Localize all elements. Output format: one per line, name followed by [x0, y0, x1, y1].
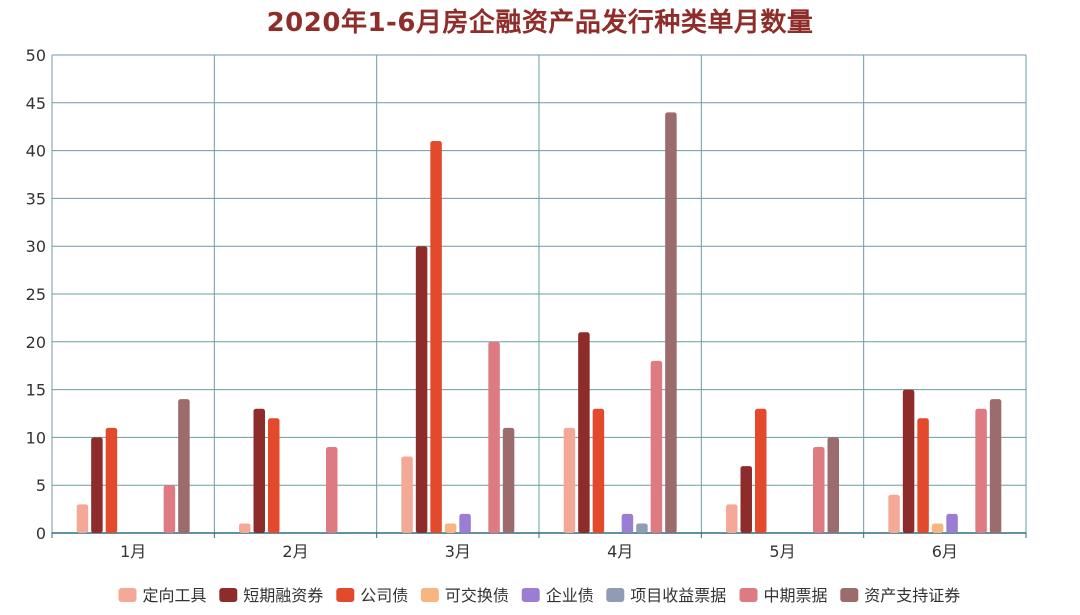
y-tick-label: 0	[36, 524, 46, 543]
legend-swatch	[840, 588, 859, 602]
bar	[76, 504, 89, 533]
bar	[488, 341, 500, 533]
legend-label: 可交换债	[445, 586, 509, 605]
legend-swatch	[739, 588, 758, 602]
legend-swatch	[521, 588, 540, 602]
legend-swatch	[420, 588, 439, 602]
bar	[268, 418, 280, 533]
bar	[563, 427, 576, 533]
bar	[592, 408, 605, 533]
bar	[163, 485, 176, 533]
bar	[444, 523, 457, 533]
y-tick-label: 10	[26, 428, 46, 447]
bar	[650, 360, 663, 533]
bar	[902, 389, 915, 533]
legend-label: 资产支持证券	[864, 586, 960, 605]
bar	[827, 437, 839, 533]
legend-swatch	[118, 588, 137, 602]
bar	[178, 399, 190, 533]
bar	[578, 332, 590, 533]
y-tick-label: 50	[26, 46, 46, 65]
y-tick-label: 40	[26, 142, 46, 161]
y-tick-label: 45	[26, 94, 46, 113]
bar	[931, 523, 944, 533]
y-tick-label: 20	[26, 333, 46, 352]
x-tick-label: 6月	[932, 542, 958, 561]
bar	[401, 456, 413, 533]
bar	[326, 446, 338, 533]
bar	[253, 408, 265, 533]
y-tick-label: 25	[26, 285, 46, 304]
y-tick-label: 35	[26, 189, 46, 208]
bar	[946, 513, 958, 533]
y-tick-label: 30	[26, 237, 46, 256]
chart-title: 2020年1-6月房企融资产品发行种类单月数量	[266, 8, 814, 38]
bar	[502, 427, 515, 533]
x-tick-label: 1月	[120, 542, 146, 561]
legend-label: 项目收益票据	[630, 586, 726, 605]
x-tick-label: 4月	[607, 542, 633, 561]
bar	[989, 399, 1002, 533]
legend-swatch	[336, 588, 355, 602]
bar	[740, 466, 752, 533]
bar	[415, 246, 428, 533]
legend-label: 短期融资券	[243, 586, 323, 605]
bar	[91, 437, 103, 533]
bar	[755, 408, 767, 533]
legend-swatch	[219, 588, 238, 602]
bar	[975, 408, 987, 533]
bar	[726, 504, 738, 533]
legend-label: 企业债	[546, 586, 594, 605]
bar	[636, 523, 648, 533]
legend-swatch	[606, 588, 625, 602]
legend-label: 中期票据	[764, 586, 828, 605]
bar	[621, 513, 634, 533]
y-tick-label: 5	[36, 476, 46, 495]
y-tick-label: 15	[26, 381, 46, 400]
bar	[665, 112, 677, 534]
bar	[813, 446, 825, 533]
x-tick-label: 3月	[445, 542, 471, 561]
bar	[917, 418, 929, 533]
bar	[105, 427, 118, 533]
bar	[888, 494, 900, 533]
bar	[430, 141, 442, 534]
bar	[459, 513, 471, 533]
legend-label: 公司债	[360, 586, 408, 605]
x-tick-label: 5月	[769, 542, 795, 561]
bar	[239, 523, 251, 533]
x-tick-label: 2月	[282, 542, 308, 561]
legend-label: 定向工具	[143, 586, 207, 605]
